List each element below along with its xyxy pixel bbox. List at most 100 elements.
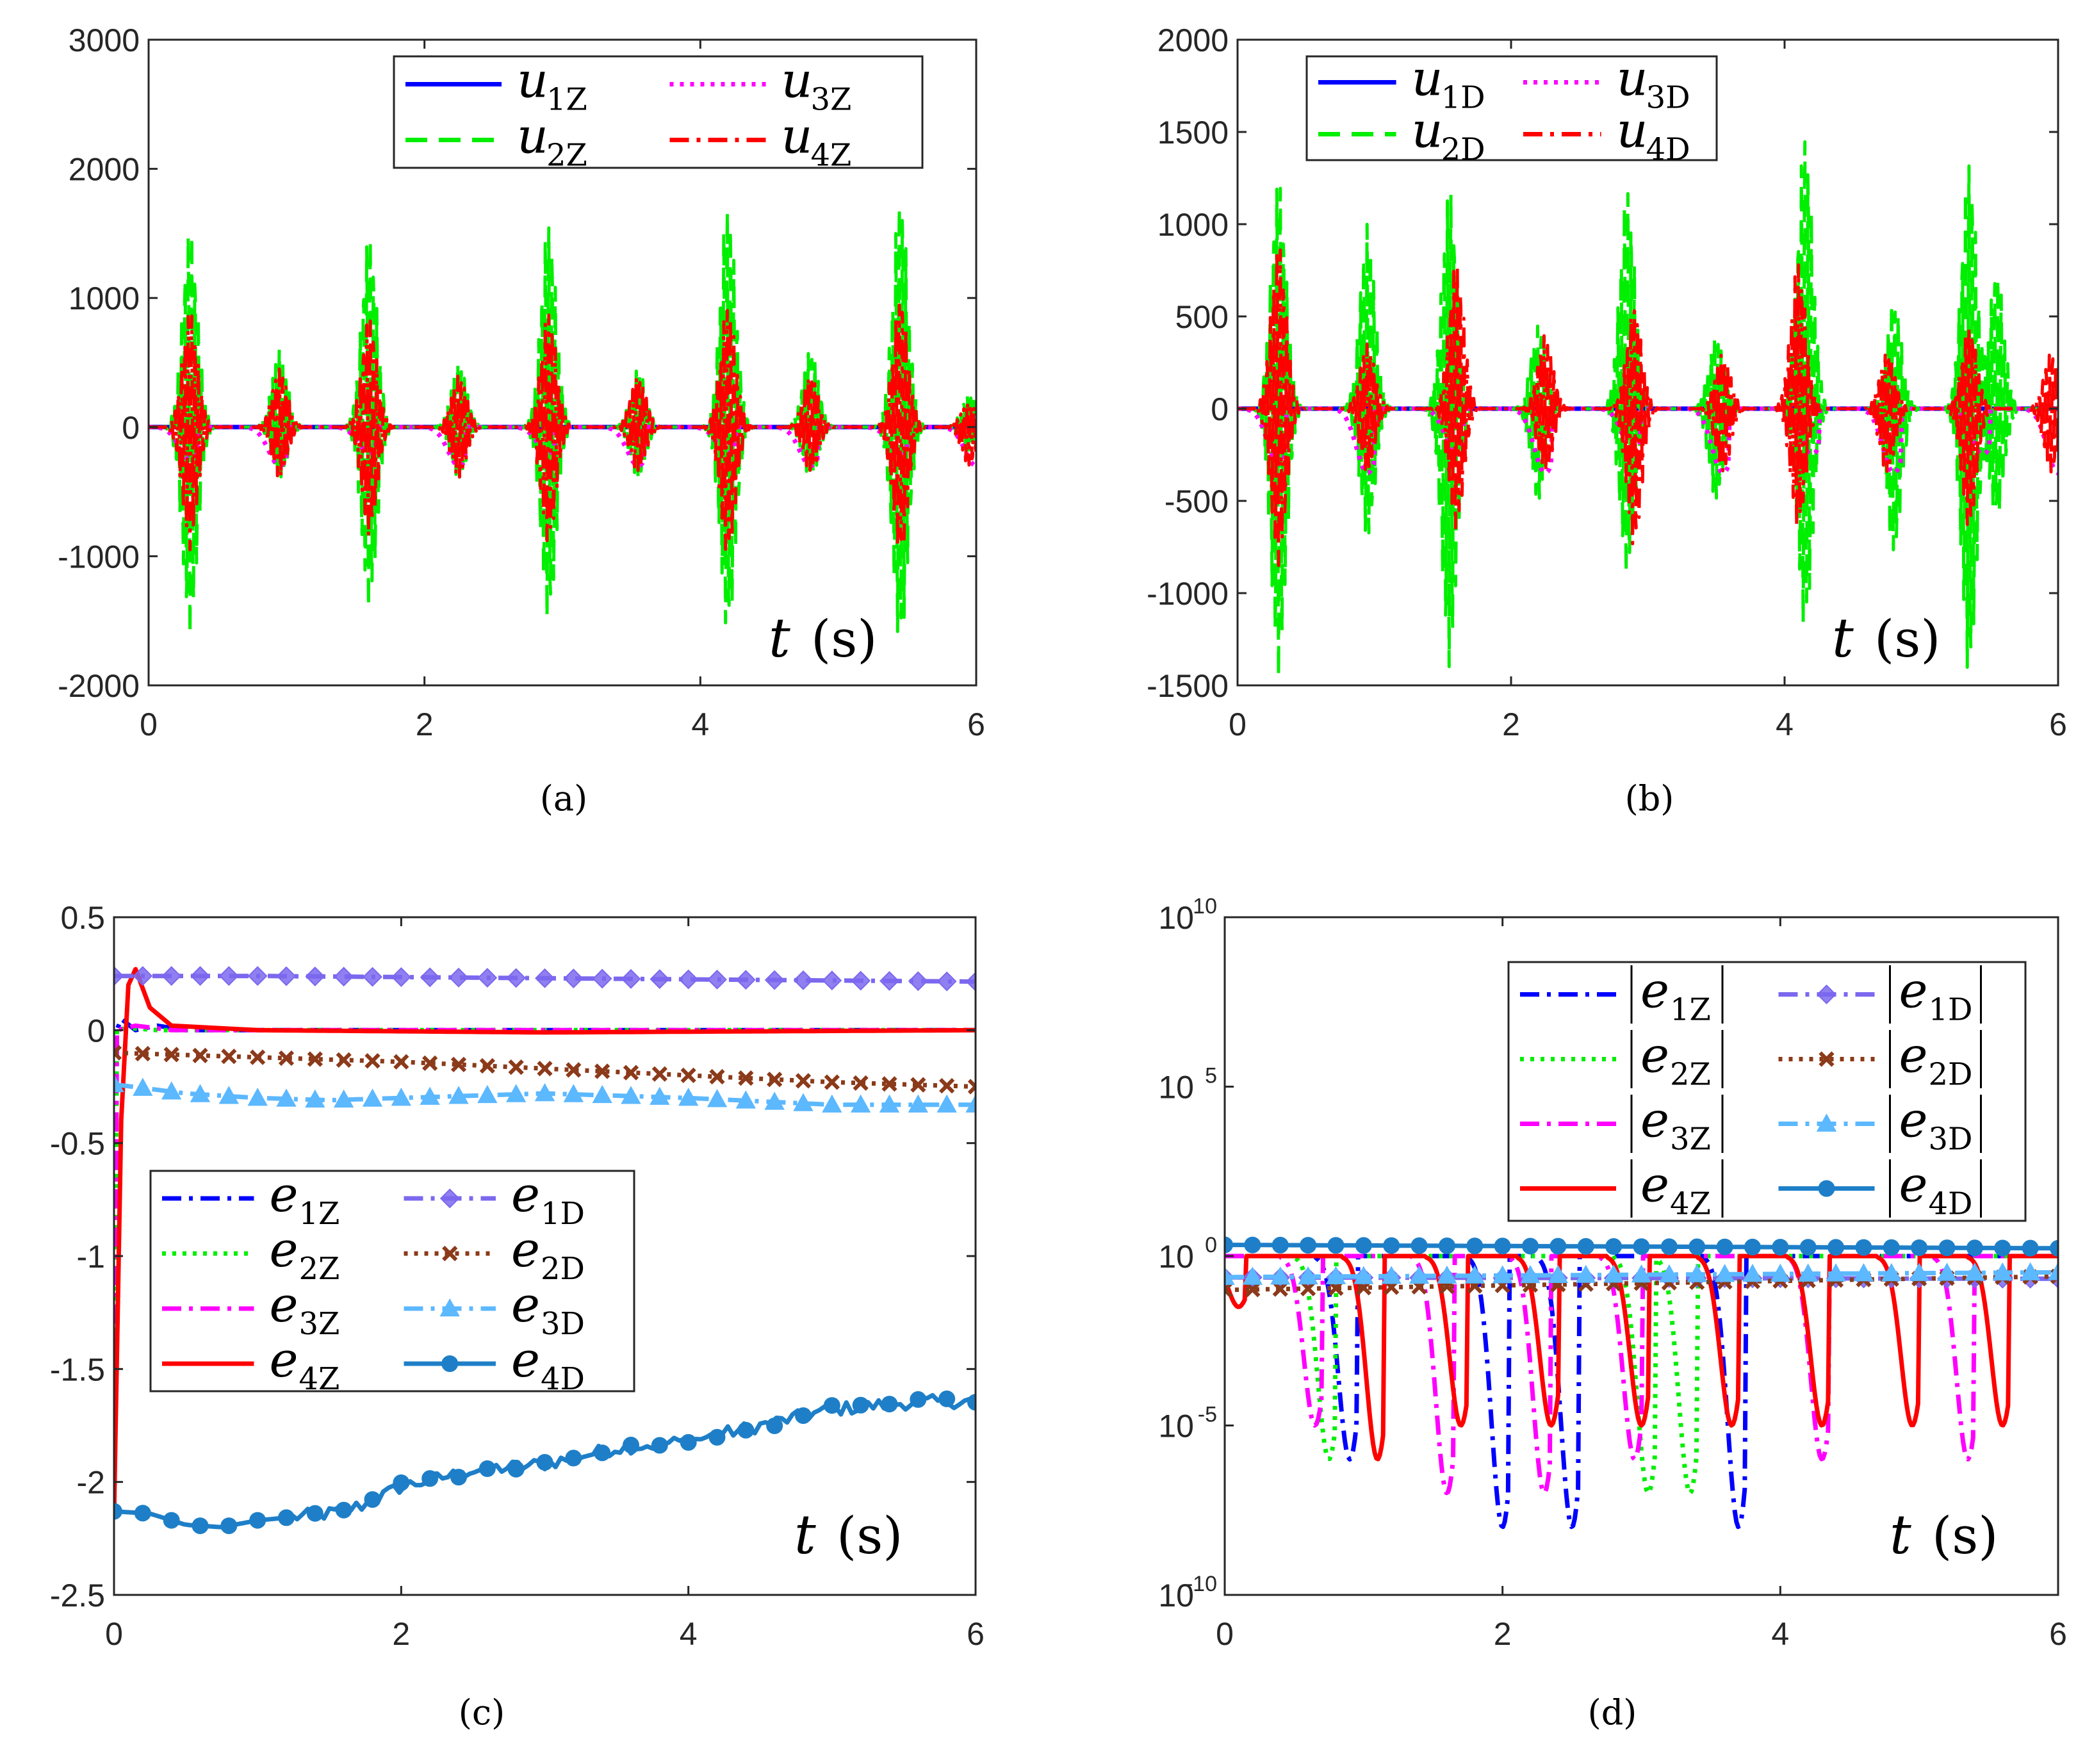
series-marker	[218, 1086, 240, 1104]
y-tick-exponent: -5	[1198, 1403, 1217, 1427]
marker-stroke	[623, 1065, 639, 1081]
legend-label: u	[1617, 102, 1648, 159]
series-marker	[278, 1509, 295, 1526]
x-axis-unit: (s)	[811, 609, 877, 669]
series-marker	[879, 1094, 900, 1113]
series-marker	[1353, 1266, 1374, 1284]
panel-caption: (b)	[1625, 778, 1674, 819]
legend-item-e2Z: e 2Z	[1520, 1027, 1724, 1093]
panel-caption: (d)	[1588, 1692, 1637, 1733]
panel-b: 0 2 4 6 -1500 -1000 -500 0 500 1000 1500 2000 t (s) (b…	[1147, 22, 2067, 819]
marker-stroke	[364, 1053, 380, 1069]
x-axis-unit: (s)	[1932, 1506, 1998, 1565]
series-marker	[364, 1491, 381, 1508]
series-marker	[305, 966, 325, 986]
y-tick-label: 1000	[1157, 207, 1229, 243]
series-marker	[594, 1444, 611, 1462]
series-marker	[1549, 1237, 1567, 1255]
marker-stroke	[114, 1045, 122, 1056]
marker-stroke	[767, 1072, 783, 1088]
series-marker	[505, 1084, 527, 1102]
marker-stroke	[2050, 1273, 2058, 1284]
x-tick-label: 0	[1229, 706, 1247, 742]
series-marker	[1576, 1264, 1596, 1283]
series-marker	[764, 1091, 785, 1110]
series-marker	[1992, 1262, 2013, 1281]
series-marker	[910, 1077, 926, 1093]
series-marker	[852, 1396, 869, 1414]
marker-stroke	[738, 1070, 754, 1086]
y-tick-label: -1500	[1147, 668, 1229, 704]
series-marker	[851, 970, 871, 991]
series-marker	[680, 1067, 696, 1083]
series-line	[149, 425, 976, 468]
y-tick-label: 10	[1158, 1578, 1194, 1613]
legend-label: e	[1640, 1091, 1669, 1148]
series-line	[114, 967, 976, 1516]
series-marker	[965, 1094, 976, 1113]
x-axis-unit: (s)	[1874, 609, 1940, 669]
series-marker	[823, 1397, 840, 1414]
series-marker	[1909, 1262, 1929, 1281]
series-marker	[1631, 1264, 1652, 1283]
legend-label: u	[1412, 50, 1443, 107]
legend-marker	[1816, 1113, 1837, 1132]
y-tick-label: -2000	[58, 668, 140, 704]
series-marker	[1325, 1266, 1346, 1285]
marker-stroke	[135, 1045, 151, 1062]
y-tick-label: -2.5	[50, 1578, 105, 1613]
legend-label: e	[1899, 962, 1928, 1019]
series-marker	[163, 1512, 180, 1529]
legend-item-e1Z: e 1Z	[162, 1166, 339, 1232]
plot-series-group	[149, 206, 976, 635]
series-marker	[192, 1047, 208, 1063]
legend-label: e	[269, 1221, 298, 1278]
y-tick-exponent: 0	[1205, 1233, 1217, 1257]
y-tick-label: 10	[1158, 1239, 1194, 1275]
marker-stroke	[566, 1062, 582, 1078]
series-marker	[1466, 1237, 1484, 1255]
legend-subscript: 2Z	[298, 1251, 339, 1287]
series-marker	[393, 1054, 409, 1070]
marker-stroke	[163, 1047, 179, 1063]
series-marker	[335, 1501, 352, 1519]
series-marker	[276, 1088, 297, 1107]
series-marker	[563, 1084, 584, 1102]
series-marker	[2050, 1239, 2058, 1257]
series-marker	[477, 968, 498, 988]
marker-stroke	[450, 1056, 467, 1073]
series-marker	[391, 967, 411, 987]
series-marker	[822, 1094, 842, 1113]
series-marker	[936, 1094, 957, 1113]
marker-stroke	[881, 1076, 897, 1092]
x-tick-label: 2	[416, 706, 434, 742]
marker-stroke	[422, 1055, 438, 1071]
legend: e 1Ze 2Ze 3Ze 4Ze 1De 2De 3De 4D	[149, 1166, 635, 1397]
series-marker	[1603, 1264, 1624, 1283]
series-marker	[276, 966, 297, 986]
series-marker	[621, 968, 641, 989]
series-marker	[967, 1394, 976, 1411]
x-tick-label: 6	[2049, 706, 2067, 742]
x-tick-label: 2	[392, 1616, 410, 1652]
series-marker	[853, 1075, 869, 1091]
y-tick-label: 3000	[69, 22, 140, 58]
legend-label: u	[1617, 50, 1648, 107]
series-marker	[678, 1088, 699, 1106]
series-marker	[565, 1450, 582, 1467]
series-marker	[1548, 1264, 1569, 1284]
series-marker	[621, 1086, 641, 1104]
series-marker	[709, 1068, 725, 1085]
legend-item-e4D: e 4D	[1778, 1156, 1982, 1222]
series-e3D	[114, 1074, 976, 1113]
axes-box	[147, 38, 977, 687]
marker-stroke	[651, 1066, 667, 1082]
legend-marker	[1818, 1180, 1835, 1197]
series-marker	[135, 1045, 151, 1062]
series-marker	[1881, 1262, 1902, 1282]
series-marker	[220, 1517, 238, 1535]
series-marker	[1994, 1239, 2011, 1257]
series-marker	[967, 1079, 976, 1095]
marker-stroke	[114, 1050, 122, 1061]
